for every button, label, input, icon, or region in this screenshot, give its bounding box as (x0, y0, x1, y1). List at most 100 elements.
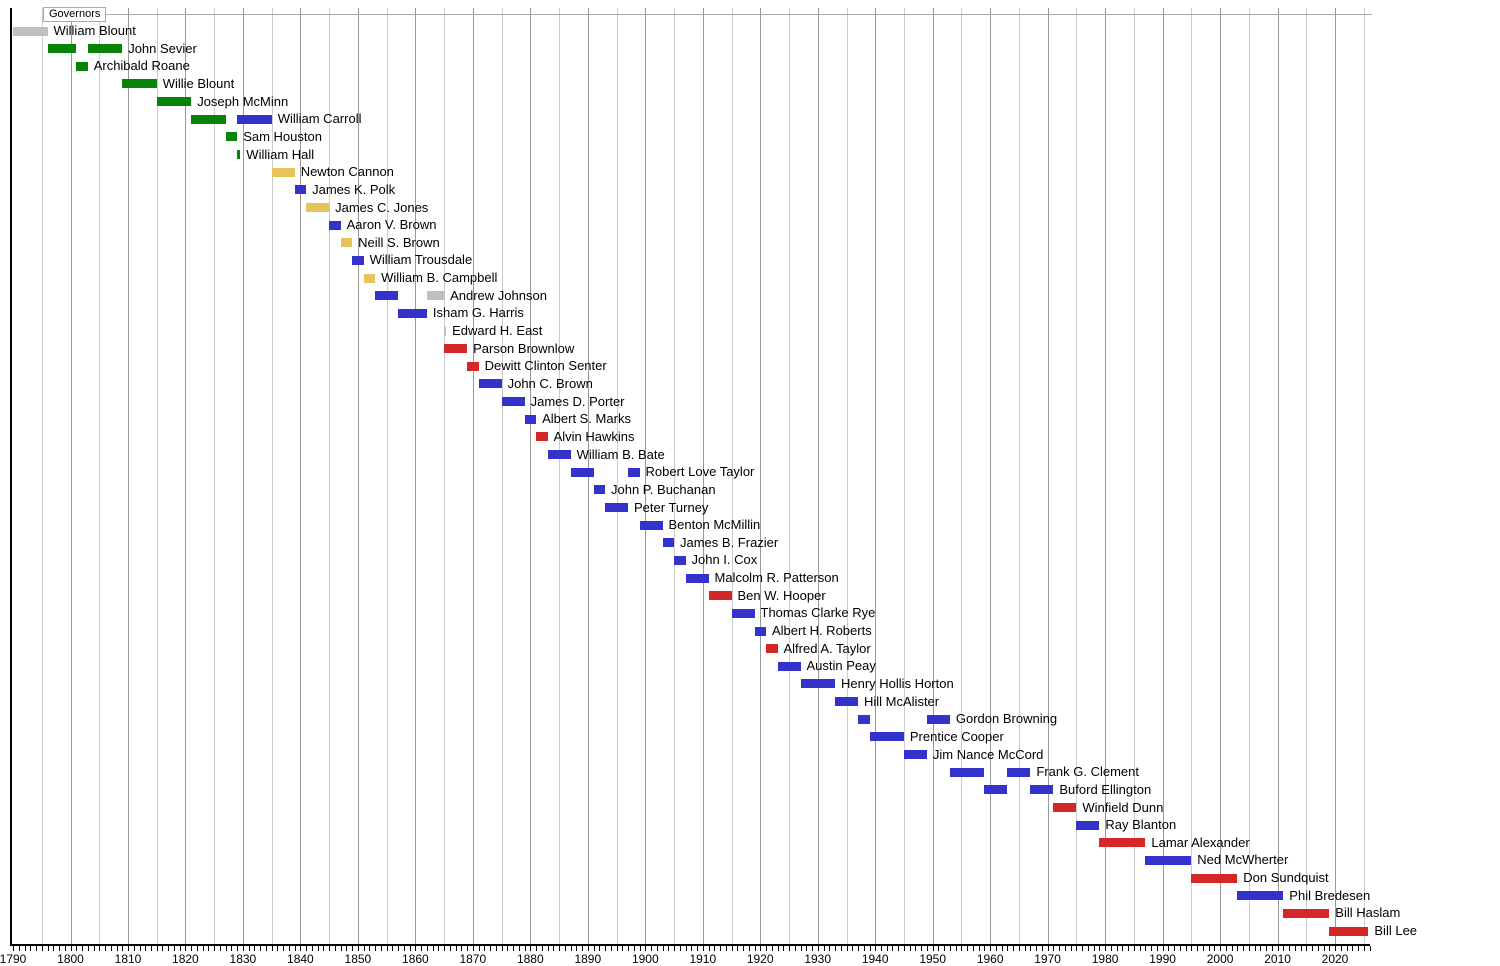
axis-tick (375, 946, 377, 951)
y-axis-line (10, 8, 12, 946)
axis-tick (760, 946, 762, 951)
term-bar (1145, 855, 1192, 865)
axis-tick-label: 1910 (689, 952, 717, 966)
axis-tick (628, 946, 629, 951)
governor-label: James B. Frazier (680, 534, 779, 550)
axis-tick (1133, 946, 1135, 951)
axis-tick (24, 946, 26, 951)
axis-tick (1283, 946, 1285, 951)
gridline (1191, 8, 1193, 945)
axis-tick (116, 946, 118, 951)
gridline (128, 8, 129, 945)
gridline (674, 8, 675, 945)
governor-label: William Carroll (277, 111, 362, 127)
axis-tick (1317, 946, 1319, 951)
axis-tick (1156, 946, 1158, 951)
axis-tick (1271, 946, 1273, 951)
axis-tick (541, 946, 543, 951)
axis-tick (869, 946, 871, 951)
governor-label: Prentice Cooper (909, 728, 1004, 744)
axis-tick (840, 946, 842, 951)
axis-tick (36, 946, 37, 951)
governor-label: Malcolm R. Patterson (714, 570, 839, 586)
axis-tick (168, 946, 170, 951)
term-bar (547, 450, 571, 459)
governor-label: Ben W. Hooper (737, 587, 826, 603)
gridline (1363, 8, 1365, 945)
governor-label: Neill S. Brown (358, 234, 440, 250)
governor-label: Lamar Alexander (1151, 834, 1250, 850)
axis-tick (835, 946, 836, 951)
chart-title: Governors (43, 7, 107, 22)
axis-tick (461, 946, 463, 951)
governor-label: Hill McAlister (864, 693, 940, 709)
axis-tick (490, 946, 492, 951)
axis-tick (214, 946, 216, 951)
governor-label: Isham G. Harris (432, 305, 524, 321)
axis-tick (858, 946, 859, 951)
axis-tick (875, 946, 877, 951)
axis-tick (151, 946, 152, 951)
axis-tick (13, 946, 14, 951)
term-bar (191, 114, 226, 124)
term-bar (398, 308, 427, 318)
axis-tick (806, 946, 808, 951)
governor-label: Parson Brownlow (473, 340, 575, 356)
axis-tick-label: 1970 (1034, 952, 1061, 966)
governor-label: William Hall (246, 146, 315, 162)
axis-tick (633, 946, 635, 951)
axis-tick (570, 946, 572, 951)
gridline (1162, 8, 1164, 945)
axis-tick (265, 946, 267, 951)
axis-tick (1168, 946, 1170, 951)
governor-label: William Trousdale (369, 252, 473, 268)
axis-tick (122, 946, 124, 951)
axis-tick (1151, 946, 1153, 951)
axis-tick (329, 946, 331, 951)
axis-tick (1369, 946, 1371, 951)
axis-tick (777, 946, 779, 951)
axis-tick-label: 1810 (114, 952, 142, 966)
axis-tick (409, 946, 411, 951)
term-bar (1030, 785, 1054, 795)
axis-tick (438, 946, 440, 951)
gridline (645, 8, 647, 945)
axis-tick (754, 946, 756, 951)
axis-tick (467, 946, 469, 951)
axis-tick (1093, 946, 1095, 951)
term-bar (593, 485, 605, 495)
axis-tick (1139, 946, 1141, 951)
term-bar (639, 520, 663, 530)
governor-label: James K. Polk (312, 181, 396, 197)
term-bar (375, 291, 399, 301)
axis-tick (162, 946, 164, 951)
axis-tick (1018, 946, 1020, 951)
governor-label: Thomas Clarke Rye (760, 605, 876, 621)
axis-tick-label: 1820 (172, 952, 199, 966)
term-bar (1099, 838, 1146, 848)
axis-tick (1335, 946, 1336, 951)
axis-tick-label: 1940 (861, 952, 889, 966)
term-bar (426, 291, 445, 301)
term-bar (501, 397, 525, 407)
term-bar (662, 538, 674, 548)
axis-tick (1087, 946, 1089, 951)
term-bar (306, 203, 330, 212)
axis-tick (191, 946, 193, 951)
axis-tick (334, 946, 336, 951)
axis-tick (708, 946, 710, 951)
governor-label: Archibald Roane (93, 58, 190, 74)
gridline (444, 8, 446, 945)
axis-tick (369, 946, 371, 951)
gridline (271, 8, 273, 945)
term-bar (685, 573, 709, 583)
gridline (1306, 8, 1308, 945)
axis-tick (995, 946, 997, 951)
governor-label: Willie Blount (162, 75, 235, 91)
axis-tick (903, 946, 905, 951)
axis-tick (426, 946, 428, 951)
gridline (1277, 8, 1279, 945)
axis-tick (938, 946, 940, 951)
axis-tick (242, 946, 244, 951)
